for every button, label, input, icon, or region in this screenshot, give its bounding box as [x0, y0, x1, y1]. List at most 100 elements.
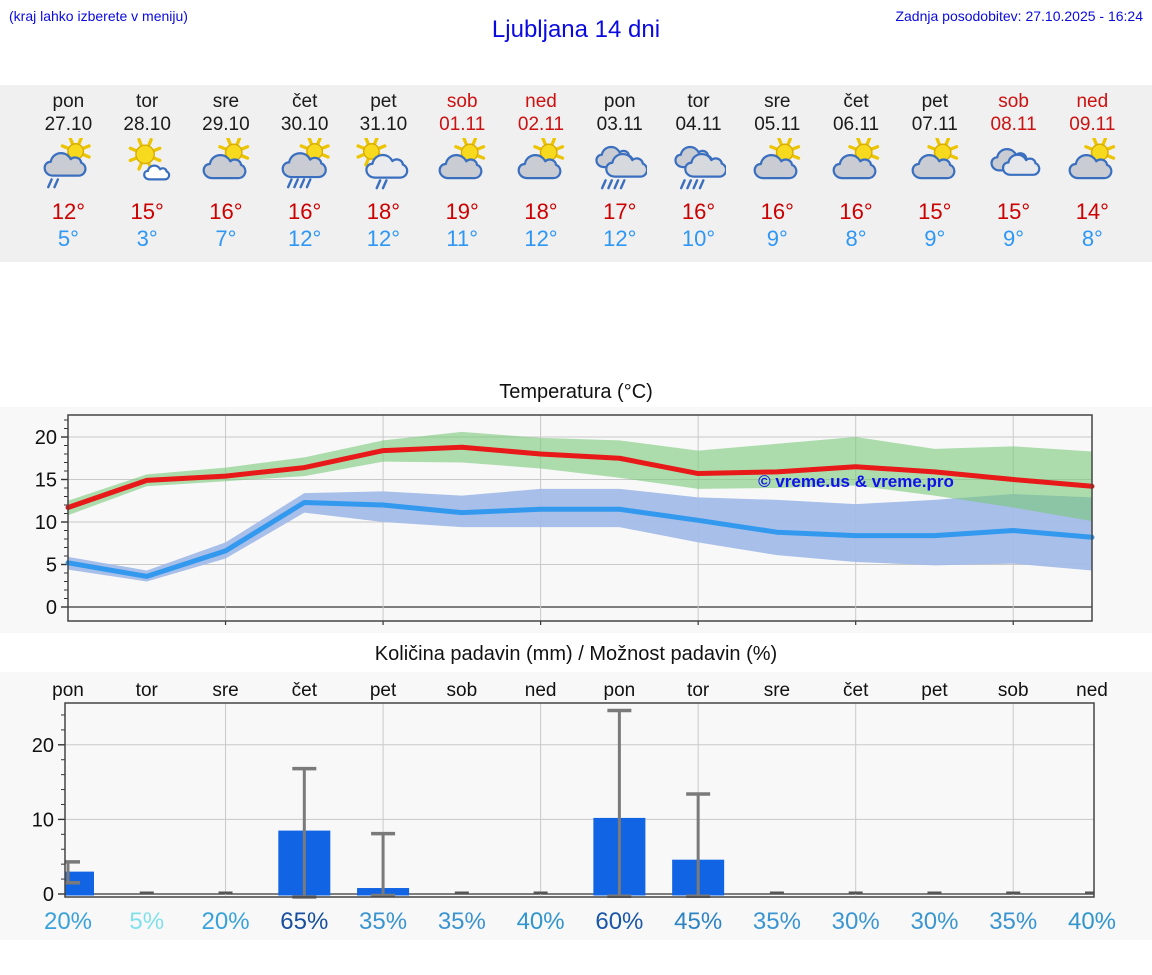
zero-precip-tick	[927, 891, 942, 894]
sun-cloud-icon	[502, 136, 581, 194]
temp-max: 15°	[996, 199, 1031, 224]
sun-cloud-icon	[187, 136, 266, 194]
plot-border	[64, 702, 1095, 898]
temp-max: 16°	[839, 199, 873, 224]
temp-min: 12°	[288, 226, 322, 251]
precip-probability-label: 35%	[989, 908, 1037, 935]
temp-min: 10°	[681, 226, 716, 251]
sun-cloud-icon	[423, 136, 502, 194]
sun-cloud-icon	[895, 136, 974, 194]
temp-min: 9°	[766, 226, 788, 251]
y-axis-label: 0	[43, 884, 54, 906]
temp-max: 18°	[366, 199, 401, 224]
day-name: ned	[525, 91, 557, 112]
zero-precip-tick	[848, 891, 863, 894]
forecast-day-column: pet 07.11 15° 9°	[895, 90, 974, 262]
forecast-day-column: pon 03.11 17° 12°	[580, 90, 659, 262]
precip-day-label: pet	[921, 680, 948, 701]
day-name: sre	[212, 91, 240, 112]
menu-hint: (kraj lahko izberete v meniju)	[9, 8, 188, 24]
day-date: 06.11	[832, 114, 880, 135]
temp-min: 7°	[215, 226, 237, 251]
precip-probability-label: 35%	[438, 908, 486, 935]
y-axis-label: 5	[46, 555, 57, 577]
forecast-day-column: ned 09.11 14° 8°	[1053, 90, 1132, 262]
sun-cloud-rain-icon	[265, 136, 344, 194]
clouds-rain-icon	[580, 138, 659, 194]
day-date: 04.11	[675, 114, 722, 135]
precip-day-label: ned	[1076, 680, 1108, 701]
precip-day-label: pon	[604, 680, 636, 701]
temp-min: 12°	[603, 226, 637, 251]
temp-min: 9°	[924, 226, 946, 251]
y-axis-label: 10	[32, 809, 54, 831]
plot-border	[67, 414, 1093, 622]
zero-precip-tick	[533, 891, 548, 894]
temperature-chart: 0 5 10 15 20 © vreme.us & vreme.pro	[0, 407, 1152, 633]
precip-probability-label: 30%	[910, 908, 958, 935]
forecast-day-column: tor 28.10 15° 3°	[108, 90, 187, 262]
t_max_range-band	[68, 431, 1092, 522]
clouds-icon	[974, 138, 1053, 194]
y-axis-label: 15	[35, 470, 57, 492]
precip-day-label: ned	[525, 680, 557, 701]
precip-day-label: pet	[370, 680, 397, 701]
temp-min: 9°	[1003, 226, 1025, 251]
precip-probability-label: 5%	[129, 908, 164, 935]
day-date: 27.10	[44, 114, 93, 135]
zero-precip-tick	[139, 891, 154, 894]
forecast-day-column: sob 08.11 15° 9°	[974, 90, 1053, 262]
sun-left-cloud-lightrain-icon	[344, 136, 423, 194]
day-date: 01.11	[439, 114, 486, 135]
temp-max: 18°	[524, 199, 558, 224]
day-date: 02.11	[517, 114, 565, 135]
forecast-day-column: sre 05.11 16° 9°	[738, 90, 817, 262]
day-date: 29.10	[202, 114, 250, 135]
precip-day-label: čet	[292, 680, 318, 701]
forecast-day-column: sob 01.11 19° 11°	[423, 90, 502, 262]
day-name: tor	[687, 91, 710, 112]
forecast-day-column: čet 06.11 16° 8°	[817, 90, 896, 262]
watermark: © vreme.us & vreme.pro	[758, 472, 954, 491]
precip-day-label: čet	[843, 680, 869, 701]
precip-probability-label: 30%	[832, 908, 880, 935]
forecast-day-column: pon 27.10 12° 5°	[29, 90, 108, 262]
forecast-day-column: tor 04.11 16° 10°	[659, 90, 738, 262]
day-date: 05.11	[754, 114, 801, 135]
sun-smallcloud-icon	[108, 138, 187, 194]
day-name: pet	[370, 91, 397, 112]
t_min-line	[65, 499, 1095, 579]
last-update: Zadnja posodobitev: 27.10.2025 - 16:24	[895, 8, 1143, 24]
day-date: 30.10	[280, 114, 329, 135]
temp-max: 15°	[130, 199, 164, 224]
y-axis-label: 10	[35, 512, 57, 534]
day-name: sob	[446, 91, 478, 112]
forecast-day-column: ned 02.11 18° 12°	[502, 90, 581, 262]
temp-min: 12°	[524, 226, 558, 251]
precip-day-label: sob	[998, 680, 1029, 701]
day-name: sob	[998, 91, 1029, 112]
forecast-day-column: pet 31.10 18° 12°	[344, 90, 423, 262]
temp-max: 16°	[288, 199, 322, 224]
sun-cloud-icon	[1053, 136, 1132, 194]
zero-precip-tick	[769, 891, 784, 894]
precip-probability-label: 40%	[1068, 908, 1116, 935]
t_max-line	[65, 444, 1095, 511]
forecast-day-column: čet 30.10 16° 12°	[265, 90, 344, 262]
temp-max: 15°	[918, 199, 952, 224]
zero-precip-tick	[454, 891, 469, 894]
temp-chart-title: Temperatura (°C)	[499, 381, 653, 403]
temp-min: 12°	[366, 226, 401, 251]
day-name: pon	[52, 91, 85, 112]
sun-cloud-lightrain-icon	[29, 136, 108, 194]
clouds-rain-icon	[659, 138, 738, 194]
precip-day-label: sre	[212, 680, 238, 701]
temp-min: 5°	[57, 226, 79, 251]
y-axis-label: 20	[35, 427, 57, 449]
precip-probability-label: 60%	[595, 908, 643, 935]
day-date: 03.11	[596, 114, 643, 135]
day-name: čet	[843, 91, 869, 112]
precip-day-label: tor	[136, 680, 159, 701]
y-axis-label: 0	[46, 597, 57, 619]
zero-precip-tick	[1085, 891, 1094, 894]
